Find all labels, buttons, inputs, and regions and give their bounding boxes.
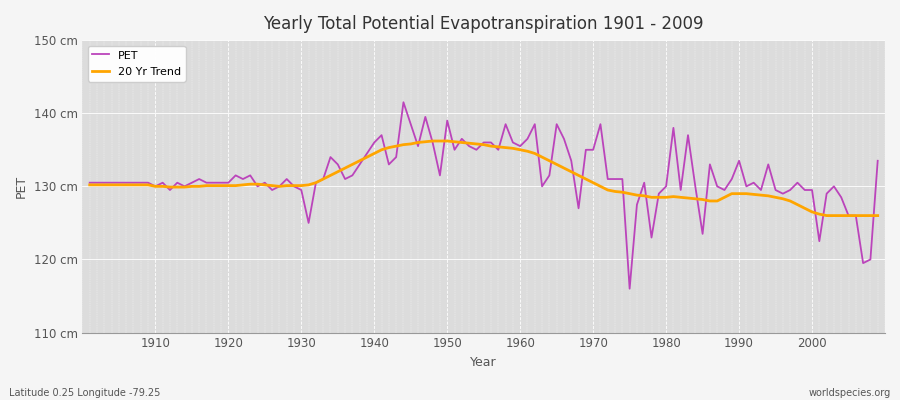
PET: [347, 173, 358, 178]
Y-axis label: PET: PET: [15, 175, 28, 198]
20 Yr Trend: [303, 182, 314, 187]
PET: [522, 136, 533, 141]
PET: [85, 180, 95, 185]
20 Yr Trend: [522, 149, 533, 154]
20 Yr Trend: [347, 162, 358, 167]
20 Yr Trend: [609, 189, 620, 194]
PET: [609, 177, 620, 182]
PET: [625, 286, 635, 291]
Legend: PET, 20 Yr Trend: PET, 20 Yr Trend: [88, 46, 185, 82]
Text: worldspecies.org: worldspecies.org: [809, 388, 891, 398]
PET: [143, 180, 154, 185]
20 Yr Trend: [85, 182, 95, 187]
Line: 20 Yr Trend: 20 Yr Trend: [90, 141, 878, 216]
PET: [398, 100, 409, 105]
Text: Latitude 0.25 Longitude -79.25: Latitude 0.25 Longitude -79.25: [9, 388, 160, 398]
20 Yr Trend: [428, 139, 438, 144]
20 Yr Trend: [143, 182, 154, 187]
PET: [303, 220, 314, 225]
20 Yr Trend: [821, 213, 832, 218]
Title: Yearly Total Potential Evapotranspiration 1901 - 2009: Yearly Total Potential Evapotranspiratio…: [264, 15, 704, 33]
PET: [872, 158, 883, 163]
20 Yr Trend: [515, 147, 526, 152]
Line: PET: PET: [90, 102, 878, 289]
PET: [515, 144, 526, 148]
X-axis label: Year: Year: [471, 356, 497, 369]
20 Yr Trend: [872, 213, 883, 218]
